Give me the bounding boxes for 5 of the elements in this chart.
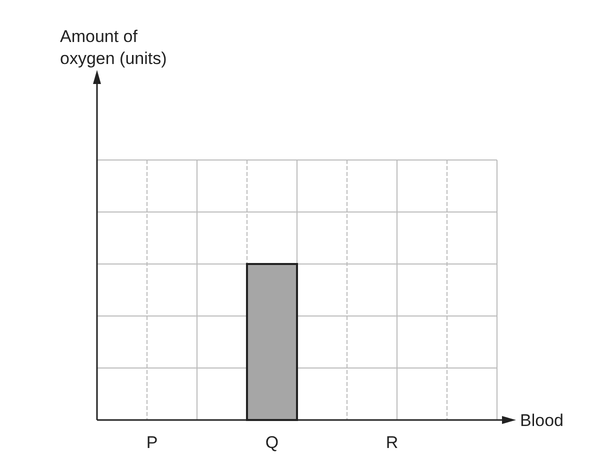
x-axis-title: Blood	[520, 411, 564, 430]
text: Amount of oxygen (units)	[60, 27, 167, 68]
x-tick-label: Q	[265, 433, 279, 452]
x-tick-label: R	[386, 433, 398, 452]
x-tick-label: P	[146, 433, 158, 452]
